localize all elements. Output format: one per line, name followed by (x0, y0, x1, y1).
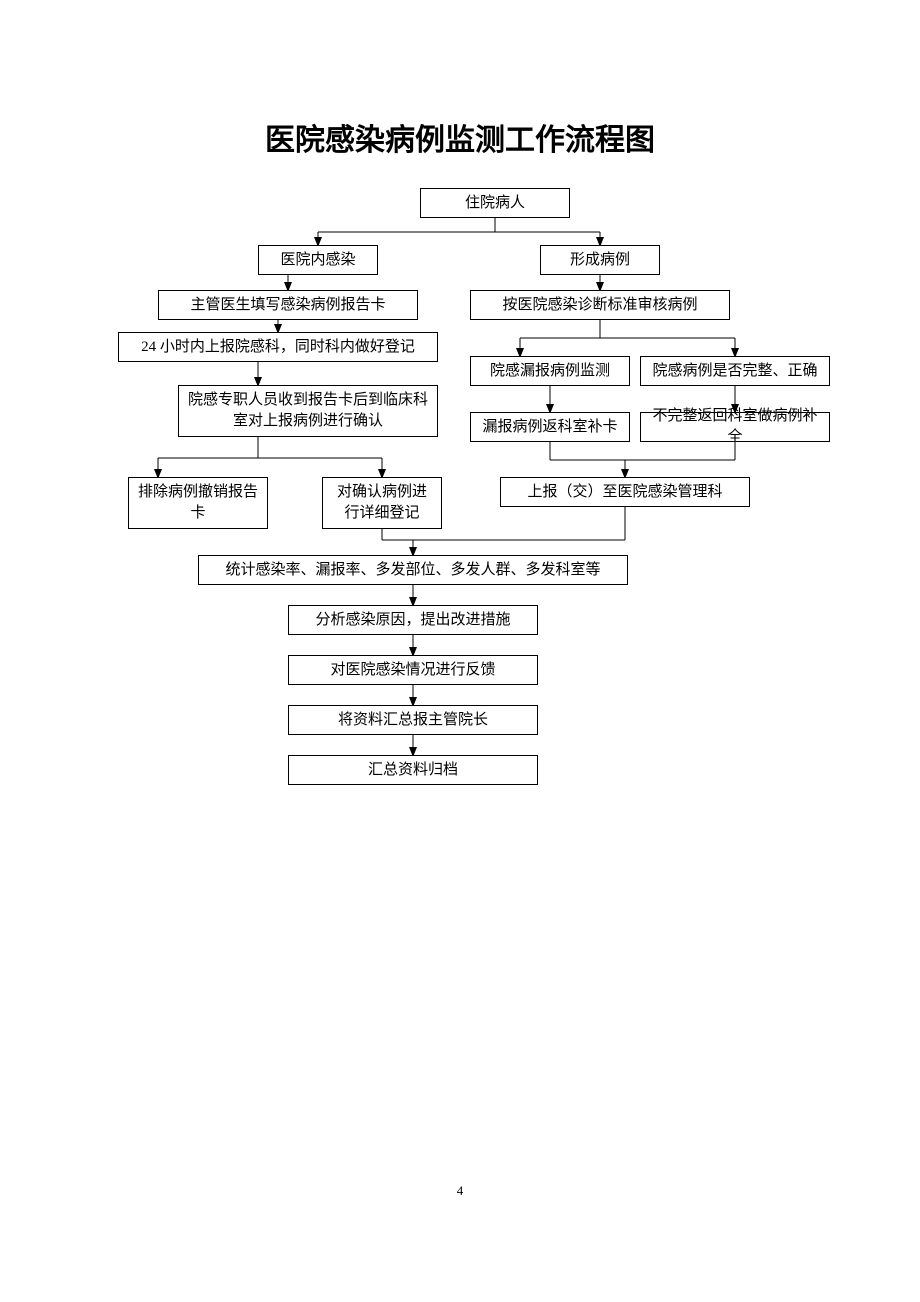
flowchart-node-n7: 院感专职人员收到报告卡后到临床科室对上报病例进行确认 (178, 385, 438, 437)
flowchart-node-label: 按医院感染诊断标准审核病例 (502, 295, 697, 316)
flowchart-node-n13: 对确认病例进行详细登记 (322, 477, 442, 529)
flowchart-node-n15: 统计感染率、漏报率、多发部位、多发人群、多发科室等 (198, 555, 628, 585)
flowchart-node-n5: 按医院感染诊断标准审核病例 (470, 290, 730, 320)
flowchart-node-label: 分析感染原因，提出改进措施 (315, 610, 510, 631)
flowchart-node-label: 院感漏报病例监测 (490, 361, 610, 382)
flowchart-node-n4: 主管医生填写感染病例报告卡 (158, 290, 418, 320)
flowchart-node-label: 漏报病例返科室补卡 (482, 417, 617, 438)
flowchart-node-label: 统计感染率、漏报率、多发部位、多发人群、多发科室等 (225, 560, 600, 581)
flowchart-node-n8: 院感漏报病例监测 (470, 356, 630, 386)
flowchart-node-label: 对医院感染情况进行反馈 (330, 660, 495, 681)
flowchart-node-label: 24 小时内上报院感科，同时科内做好登记 (141, 337, 415, 358)
flowchart-node-n16: 分析感染原因，提出改进措施 (288, 605, 538, 635)
flowchart-node-label: 院感病例是否完整、正确 (652, 361, 817, 382)
flowchart-node-label: 不完整返回科室做病例补全 (649, 406, 821, 448)
flowchart-node-n14: 上报（交）至医院感染管理科 (500, 477, 750, 507)
flowchart-node-n10: 漏报病例返科室补卡 (470, 412, 630, 442)
flowchart-node-label: 将资料汇总报主管院长 (338, 710, 488, 731)
flowchart-node-n19: 汇总资料归档 (288, 755, 538, 785)
flowchart-node-n9: 院感病例是否完整、正确 (640, 356, 830, 386)
flowchart-node-label: 主管医生填写感染病例报告卡 (190, 295, 385, 316)
flowchart-node-n17: 对医院感染情况进行反馈 (288, 655, 538, 685)
flowchart-node-label: 住院病人 (465, 193, 525, 214)
flowchart-node-label: 排除病例撤销报告卡 (137, 482, 259, 524)
flowchart-node-n6: 24 小时内上报院感科，同时科内做好登记 (118, 332, 438, 362)
flowchart-node-label: 对确认病例进行详细登记 (331, 482, 433, 524)
flowchart-node-n12: 排除病例撤销报告卡 (128, 477, 268, 529)
flowchart-node-label: 医院内感染 (280, 250, 355, 271)
page-title: 医院感染病例监测工作流程图 (0, 115, 920, 159)
flowchart-node-n2: 医院内感染 (258, 245, 378, 275)
flowchart-node-label: 形成病例 (570, 250, 630, 271)
flowchart-node-label: 院感专职人员收到报告卡后到临床科室对上报病例进行确认 (187, 390, 429, 432)
flowchart-node-label: 上报（交）至医院感染管理科 (527, 482, 722, 503)
flowchart-node-n1: 住院病人 (420, 188, 570, 218)
flowchart-node-n3: 形成病例 (540, 245, 660, 275)
flowchart-node-label: 汇总资料归档 (368, 760, 458, 781)
flowchart-node-n18: 将资料汇总报主管院长 (288, 705, 538, 735)
page-number: 4 (0, 1183, 920, 1199)
flowchart-node-n11: 不完整返回科室做病例补全 (640, 412, 830, 442)
